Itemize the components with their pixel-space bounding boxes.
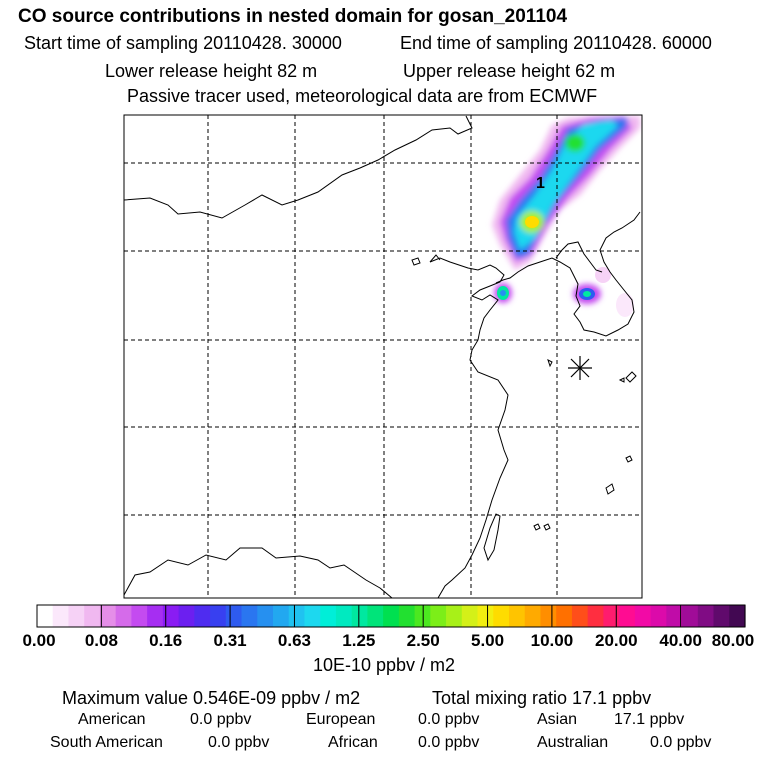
colorbar-cell	[650, 605, 667, 627]
colorbar-cell	[210, 605, 227, 627]
colorbar-tick-label: 0.08	[85, 631, 118, 650]
colorbar-cell	[52, 605, 70, 627]
colorbar-cell	[147, 605, 164, 627]
colorbar-tick-label: 10.00	[531, 631, 574, 650]
colorbar-tick-label: 5.00	[471, 631, 504, 650]
colorbar-cell	[713, 605, 730, 627]
colorbar-cell	[178, 605, 195, 627]
colorbar-cell	[335, 605, 353, 627]
plume-faint-east	[616, 293, 634, 317]
receptor-marker-icon	[568, 356, 592, 380]
end-time: End time of sampling 20110428. 60000	[400, 33, 712, 53]
hotspot-seoul-core	[583, 291, 591, 297]
colorbar-unit: 10E-10 ppbv / m2	[312, 655, 456, 675]
region-value: 0.0 ppbv	[418, 711, 480, 728]
colorbar-cell	[131, 605, 148, 627]
colorbar-tick-label: 0.16	[149, 631, 182, 650]
colorbar-cell	[273, 605, 290, 627]
plume-core	[525, 216, 539, 228]
colorbar-cell	[320, 605, 337, 627]
region-name: African	[328, 734, 378, 751]
colorbar-cell	[461, 605, 479, 627]
colorbar-cell	[398, 605, 416, 627]
colorbar-cell	[666, 605, 683, 627]
colorbar-cell	[729, 605, 746, 627]
colorbar-cell	[619, 605, 636, 627]
region-value: 17.1 ppbv	[614, 711, 685, 728]
region-name: Asian	[537, 711, 578, 728]
colorbar-cell	[383, 605, 400, 627]
colorbar-cell	[540, 605, 557, 627]
colorbar-cell	[634, 605, 652, 627]
colorbar-cell	[257, 605, 274, 627]
colorbar-cell	[194, 605, 211, 627]
colorbar-cell	[351, 605, 368, 627]
hotspot-dalian-core	[500, 290, 506, 296]
region-value: 0.0 ppbv	[208, 734, 270, 751]
colorbar-cell	[367, 605, 384, 627]
colorbar-cell	[162, 605, 180, 627]
colorbar-cell	[84, 605, 101, 627]
colorbar-cell	[524, 605, 542, 627]
colorbar-cell	[288, 605, 306, 627]
chart-title: CO source contributions in nested domain…	[18, 6, 568, 27]
colorbar-cell	[99, 605, 117, 627]
start-time: Start time of sampling 20110428. 30000	[24, 33, 342, 53]
colorbar-cell	[241, 605, 258, 627]
region-name: American	[78, 711, 146, 728]
upper-release-height: Upper release height 62 m	[403, 61, 616, 81]
colorbar-tick-label: 0.63	[278, 631, 311, 650]
colorbar-cell	[509, 605, 526, 627]
region-value: 0.0 ppbv	[650, 734, 712, 751]
colorbar-cell	[68, 605, 85, 627]
colorbar-cell	[682, 605, 699, 627]
colorbar-tick-label: 80.00	[712, 631, 755, 650]
colorbar-cell	[477, 605, 494, 627]
maximum-value: Maximum value 0.546E-09 ppbv / m2	[62, 688, 361, 708]
colorbar-tick-label: 2.50	[407, 631, 440, 650]
colorbar-cell	[225, 605, 243, 627]
region-value: 0.0 ppbv	[418, 734, 480, 751]
colorbar-tick-label: 40.00	[659, 631, 702, 650]
lower-release-height: Lower release height 82 m	[105, 61, 318, 81]
region-name: European	[306, 711, 376, 728]
colorbar-cell	[304, 605, 321, 627]
region-name: Australian	[537, 734, 609, 751]
colorbar-cell	[493, 605, 510, 627]
plot-frame	[123, 114, 643, 599]
tracer-note: Passive tracer used, meteorological data…	[127, 86, 598, 106]
colorbar-cell	[115, 605, 132, 627]
grid-lines	[124, 115, 642, 598]
colorbar-cell	[556, 605, 573, 627]
coastlines	[124, 115, 641, 598]
total-mixing-ratio: Total mixing ratio 17.1 ppbv	[432, 688, 652, 708]
colorbar-cell	[37, 605, 54, 627]
colorbar-cell	[697, 605, 715, 627]
region-value: 0.0 ppbv	[190, 711, 252, 728]
contour-label: 1	[536, 175, 545, 192]
colorbar-tick-label: 1.25	[342, 631, 375, 650]
colorbar-cell	[446, 605, 463, 627]
colorbar-tick-label: 0.31	[214, 631, 247, 650]
colorbar-frame	[36, 604, 746, 628]
colorbar-cell	[571, 605, 589, 627]
colorbar-cell	[603, 605, 620, 627]
colorbar-cell	[587, 605, 604, 627]
region-name: South American	[50, 734, 163, 751]
colorbar-cell	[430, 605, 447, 627]
colorbar-tick-label: 20.00	[595, 631, 638, 650]
colorbar-tick-label: 0.00	[22, 631, 55, 650]
